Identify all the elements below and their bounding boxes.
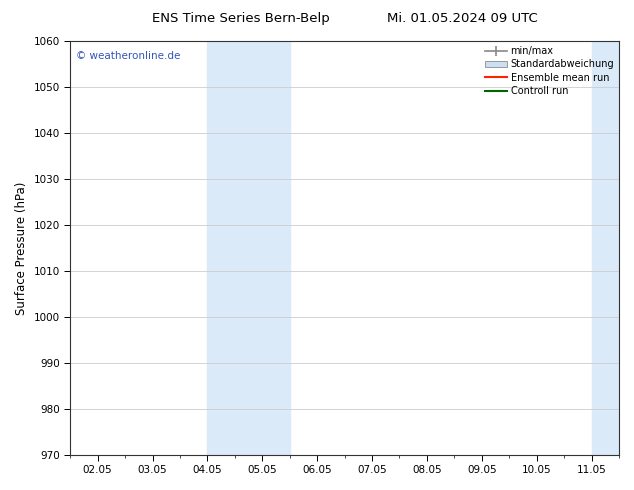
Text: ENS Time Series Bern-Belp: ENS Time Series Bern-Belp <box>152 12 330 25</box>
Legend: min/max, Standardabweichung, Ensemble mean run, Controll run: min/max, Standardabweichung, Ensemble me… <box>483 44 616 98</box>
Text: Mi. 01.05.2024 09 UTC: Mi. 01.05.2024 09 UTC <box>387 12 538 25</box>
Bar <box>207 41 290 455</box>
Y-axis label: Surface Pressure (hPa): Surface Pressure (hPa) <box>15 181 28 315</box>
Text: © weatheronline.de: © weatheronline.de <box>75 51 180 61</box>
Bar <box>592 41 619 455</box>
